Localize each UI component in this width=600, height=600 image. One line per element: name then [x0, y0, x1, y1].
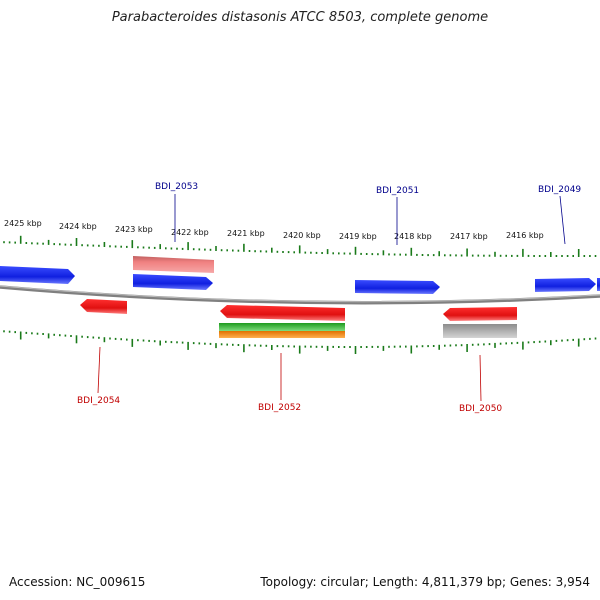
- scale-label: 2420 kbp: [283, 231, 321, 240]
- label-leaders: [97, 194, 566, 402]
- gene-arrow-bdi-2051[interactable]: [355, 280, 440, 294]
- gene-block-forward-edge[interactable]: [597, 278, 600, 291]
- gene-arrow-forward[interactable]: [0, 266, 75, 284]
- feature-gray[interactable]: [443, 324, 517, 338]
- accession-text: Accession: NC_009615: [9, 575, 146, 589]
- forward-genes: [0, 266, 600, 294]
- scale-ticks-upper: [3, 235, 597, 257]
- scale-label: 2421 kbp: [227, 229, 265, 238]
- gene-arrow-bdi-2054[interactable]: [80, 299, 127, 314]
- scale-label: 2416 kbp: [506, 231, 544, 240]
- scale-labels: 2425 kbp 2424 kbp 2423 kbp 2422 kbp 2421…: [4, 219, 544, 241]
- feature-green[interactable]: [219, 323, 345, 331]
- gene-label-bdi-2050[interactable]: BDI_2050: [459, 404, 502, 414]
- gene-arrow-bdi-2049[interactable]: [535, 278, 596, 292]
- scale-ticks-lower: [3, 330, 597, 354]
- genome-summary: Topology: circular; Length: 4,811,379 bp…: [260, 575, 590, 589]
- scale-label: 2424 kbp: [59, 222, 97, 231]
- feature-orange[interactable]: [219, 331, 345, 338]
- reverse-genes: [80, 299, 517, 321]
- gene-label-bdi-2049[interactable]: BDI_2049: [538, 185, 581, 195]
- scale-label: 2418 kbp: [394, 232, 432, 241]
- gene-labels: BDI_2053 BDI_2051 BDI_2049 BDI_2054 BDI_…: [77, 182, 581, 414]
- map-title: Parabacteroides distasonis ATCC 8503, co…: [111, 10, 489, 25]
- gene-label-bdi-2053[interactable]: BDI_2053: [155, 182, 198, 192]
- gene-arrow-bdi-2050[interactable]: [443, 307, 517, 321]
- scale-label: 2425 kbp: [4, 219, 42, 228]
- gene-arrow-bdi-2053[interactable]: [133, 274, 213, 290]
- gene-label-bdi-2052[interactable]: BDI_2052: [258, 403, 301, 413]
- gene-arrow-bdi-2052[interactable]: [220, 305, 345, 321]
- scale-label: 2419 kbp: [339, 232, 377, 241]
- gene-label-bdi-2054[interactable]: BDI_2054: [77, 396, 120, 406]
- scale-label: 2422 kbp: [171, 228, 209, 237]
- genome-backbone: [0, 285, 600, 305]
- scale-label: 2417 kbp: [450, 232, 488, 241]
- scale-label: 2423 kbp: [115, 225, 153, 234]
- rna-feature-pink[interactable]: [133, 256, 214, 273]
- gene-label-bdi-2051[interactable]: BDI_2051: [376, 186, 419, 196]
